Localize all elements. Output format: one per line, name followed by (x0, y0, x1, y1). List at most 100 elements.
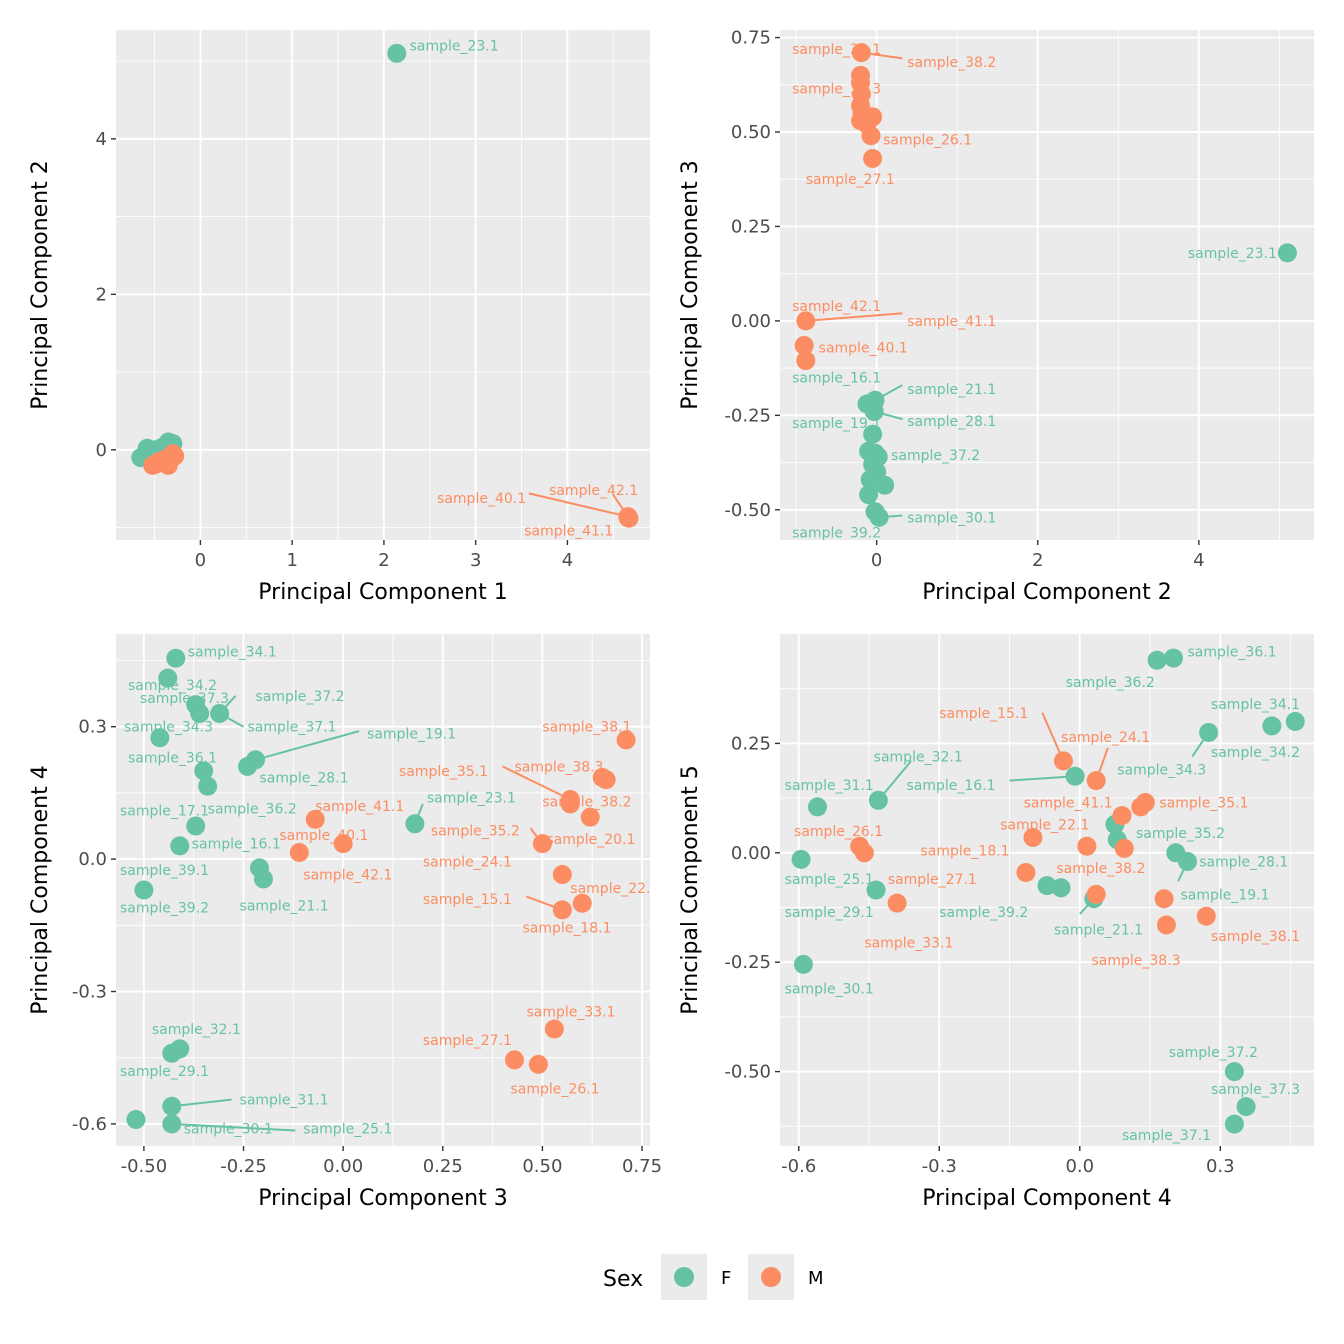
data-point-f (170, 1039, 190, 1059)
x-tick-label: -0.25 (220, 1156, 267, 1177)
point-label: sample_35.1 (399, 764, 488, 780)
data-point-f (1236, 1097, 1256, 1117)
point-label: sample_39.2 (792, 525, 881, 541)
point-label: sample_17.1 (120, 804, 209, 820)
point-label: sample_26.1 (883, 133, 972, 149)
point-label: sample_23.1 (427, 790, 516, 806)
y-tick-label: 0.3 (78, 717, 107, 738)
point-label: sample_33.1 (526, 1004, 615, 1020)
data-point-f (1224, 1062, 1244, 1082)
x-tick-label: 0.75 (622, 1156, 662, 1177)
x-tick-label: 4 (1193, 550, 1204, 571)
x-tick-label: -0.3 (922, 1156, 957, 1177)
x-tick-label: 0.0 (1065, 1156, 1094, 1177)
point-label: sample_30.1 (907, 510, 996, 526)
point-label: sample_16.1 (906, 778, 995, 794)
point-label: sample_38.2 (542, 795, 631, 811)
data-point-f (166, 648, 186, 668)
data-point-m (887, 893, 907, 913)
data-point-f (253, 869, 273, 889)
point-label: sample_18.1 (522, 921, 611, 937)
data-point-f (190, 703, 210, 723)
x-tick-label: 2 (378, 550, 389, 571)
point-label: sample_28.1 (259, 770, 348, 786)
data-point-f (170, 836, 190, 856)
point-label: sample_27.1 (423, 1033, 512, 1049)
y-tick-label: 0.00 (731, 843, 771, 864)
data-point-m (1112, 806, 1132, 826)
data-point-f (162, 1114, 182, 1134)
data-point-m (1154, 889, 1174, 909)
data-point-f (869, 507, 889, 527)
point-label: sample_35.2 (1136, 826, 1225, 842)
x-tick-label: 0 (871, 550, 882, 571)
y-tick-label: -0.50 (724, 1062, 771, 1083)
point-label: sample_37.1 (248, 720, 337, 736)
data-point-m (560, 794, 580, 814)
point-label: sample_34.2 (1211, 745, 1300, 761)
x-tick-label: 0.3 (1206, 1156, 1235, 1177)
data-point-f (162, 1096, 182, 1116)
point-label: sample_42.1 (303, 868, 392, 884)
point-label: sample_22.1 (1000, 817, 1089, 833)
point-label: sample_15.1 (939, 706, 1028, 722)
y-axis-title: Principal Component 3 (678, 160, 703, 409)
point-label: sample_35.2 (431, 823, 520, 839)
x-tick-label: 0.25 (423, 1156, 463, 1177)
point-label: sample_39.1 (120, 863, 209, 879)
data-point-f (1037, 876, 1057, 896)
point-label: sample_18.1 (921, 844, 1010, 860)
data-point-m (1196, 906, 1216, 926)
y-tick-label: -0.50 (724, 500, 771, 521)
point-label: sample_34.3 (124, 720, 213, 736)
data-point-f (238, 756, 258, 776)
data-point-m (1086, 771, 1106, 791)
point-label: sample_33.1 (864, 936, 953, 952)
y-tick-label: 0.25 (731, 733, 771, 754)
legend-key-m (761, 1267, 781, 1287)
y-tick-label: -0.25 (724, 952, 771, 973)
y-axis-title: Principal Component 2 (28, 160, 53, 409)
point-label: sample_31.1 (785, 778, 874, 794)
x-tick-label: -0.6 (781, 1156, 816, 1177)
data-point-f (405, 814, 425, 834)
x-tick-label: 0.50 (522, 1156, 562, 1177)
point-label: sample_34.1 (1211, 697, 1300, 713)
point-label: sample_37.3 (140, 691, 229, 707)
data-point-f (158, 668, 178, 688)
legend-label-m: M (808, 1268, 824, 1289)
point-label: sample_40.1 (819, 340, 908, 356)
x-tick-label: 0 (195, 550, 206, 571)
y-tick-label: 2 (96, 284, 107, 305)
data-point-f (860, 470, 880, 490)
point-label: sample_32.1 (152, 1022, 241, 1038)
x-tick-label: 3 (470, 550, 481, 571)
point-label: sample_32.1 (874, 750, 963, 766)
y-tick-label: 0.50 (731, 122, 771, 143)
point-label: sample_26.1 (511, 1082, 600, 1098)
point-label: sample_24.1 (423, 854, 512, 870)
point-label: sample_41.1 (524, 524, 613, 540)
label-leader-line (528, 492, 629, 518)
data-point-m (289, 842, 309, 862)
data-point-f (186, 816, 206, 836)
point-label: sample_38.1 (542, 720, 631, 736)
label-leader-line (171, 1122, 296, 1132)
point-label: sample_20.1 (546, 832, 635, 848)
data-point-m (165, 446, 185, 466)
point-label: sample_42.1 (549, 483, 638, 499)
data-point-f (198, 776, 218, 796)
y-tick-label: 4 (96, 129, 107, 150)
point-label: sample_34.1 (188, 645, 277, 661)
point-label: sample_25.1 (303, 1121, 392, 1137)
point-label: sample_30.1 (184, 1121, 273, 1137)
data-point-m (861, 126, 881, 146)
point-label: sample_27.1 (888, 872, 977, 888)
data-point-m (1053, 751, 1073, 771)
data-point-f (194, 761, 214, 781)
point-label: sample_38.3 (1092, 953, 1181, 969)
data-point-f (1224, 1114, 1244, 1134)
x-tick-label: 2 (1032, 550, 1043, 571)
scatter-panels: 0 1 2 3 4 0 2 4 Principal Component 1 Principal C… (28, 28, 1314, 1211)
